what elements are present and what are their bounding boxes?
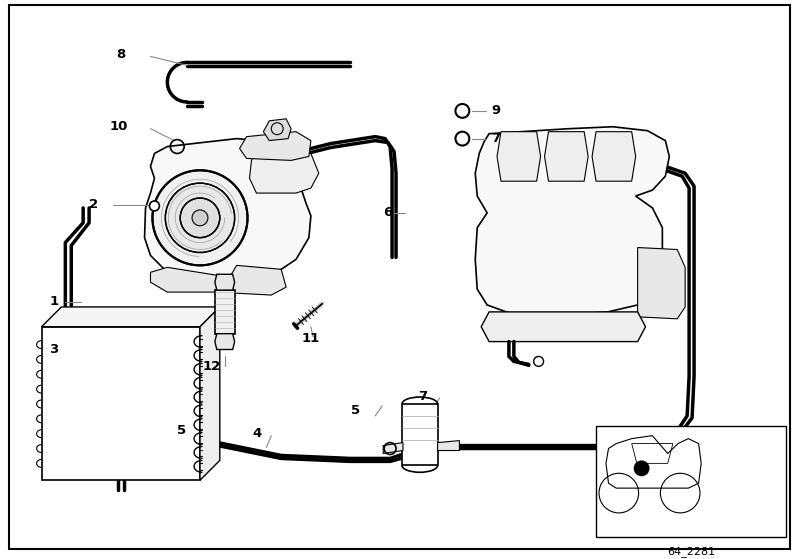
Polygon shape <box>264 119 291 141</box>
Bar <box>42 327 200 480</box>
Circle shape <box>153 170 248 266</box>
Text: 5: 5 <box>352 404 360 418</box>
Text: 5: 5 <box>177 424 186 437</box>
Polygon shape <box>229 266 286 295</box>
Polygon shape <box>438 440 459 451</box>
Polygon shape <box>497 132 541 181</box>
Circle shape <box>634 461 650 476</box>
Polygon shape <box>384 443 403 453</box>
Polygon shape <box>145 139 316 277</box>
Polygon shape <box>42 307 220 327</box>
Text: 6: 6 <box>383 206 392 219</box>
Polygon shape <box>481 312 646 342</box>
Text: 9: 9 <box>491 105 500 117</box>
Circle shape <box>181 198 220 238</box>
Text: 7: 7 <box>491 132 500 145</box>
Text: 12: 12 <box>203 360 221 373</box>
Circle shape <box>149 201 159 211</box>
Bar <box>596 426 786 537</box>
Text: 11: 11 <box>302 332 320 345</box>
Polygon shape <box>592 132 636 181</box>
Text: 4: 4 <box>252 427 261 440</box>
Polygon shape <box>545 132 588 181</box>
Circle shape <box>192 210 208 226</box>
Polygon shape <box>240 132 311 160</box>
Polygon shape <box>150 267 217 292</box>
Text: 2: 2 <box>89 198 98 211</box>
Text: 1: 1 <box>50 296 58 309</box>
Text: 3: 3 <box>50 343 58 356</box>
Circle shape <box>165 183 235 253</box>
Bar <box>215 290 235 334</box>
Text: 7: 7 <box>419 390 427 402</box>
Polygon shape <box>475 127 670 315</box>
Text: 8: 8 <box>116 48 125 61</box>
Text: 10: 10 <box>110 120 129 133</box>
Text: 64_2281: 64_2281 <box>667 547 715 557</box>
Polygon shape <box>638 248 686 319</box>
Polygon shape <box>215 274 235 290</box>
Polygon shape <box>249 146 319 193</box>
Bar <box>402 404 438 465</box>
Polygon shape <box>215 334 235 349</box>
Polygon shape <box>200 307 220 480</box>
